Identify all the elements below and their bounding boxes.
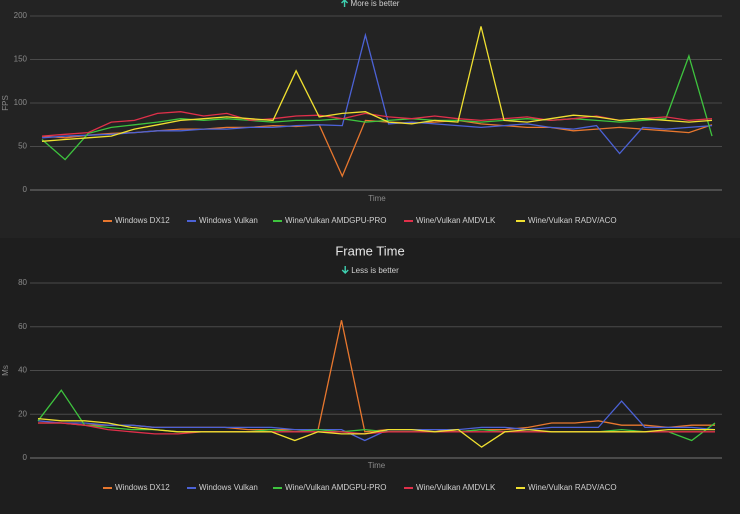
series-line: [41, 32, 713, 155]
legend-label: Windows Vulkan: [199, 483, 258, 492]
series-line: [41, 111, 713, 137]
legend-label: Windows DX12: [115, 216, 170, 225]
panel: [0, 238, 740, 514]
y-tick-label: 40: [18, 366, 27, 375]
series-line: [37, 400, 716, 442]
series-line: [41, 26, 713, 142]
y-tick-label: 80: [18, 278, 27, 287]
chart-subtitle: More is better: [351, 0, 400, 8]
y-tick-label: 150: [14, 55, 28, 64]
chart-title: Frame Time: [335, 243, 404, 258]
legend-label: Wine/Vulkan RADV/ACO: [528, 216, 617, 225]
series-line: [37, 417, 715, 448]
y-tick-label: 100: [14, 98, 28, 107]
legend-label: Wine/Vulkan AMDGPU-PRO: [285, 483, 387, 492]
y-tick-label: 0: [23, 453, 28, 462]
y-tick-label: 200: [14, 11, 28, 20]
x-axis-label: Time: [368, 194, 386, 203]
y-tick-label: 60: [18, 322, 27, 331]
y-tick-label: 0: [23, 185, 28, 194]
series-line: [41, 53, 713, 161]
x-axis-label: Time: [368, 461, 386, 470]
legend-label: Wine/Vulkan AMDGPU-PRO: [285, 216, 387, 225]
arrow-icon: [341, 266, 349, 274]
y-tick-label: 50: [18, 142, 27, 151]
legend-label: Wine/Vulkan AMDVLK: [416, 483, 496, 492]
legend-label: Wine/Vulkan AMDVLK: [416, 216, 496, 225]
legend-label: Windows Vulkan: [199, 216, 258, 225]
chart-subtitle: Less is better: [351, 266, 399, 275]
y-axis-label: FPS: [1, 95, 10, 111]
legend-label: Wine/Vulkan RADV/ACO: [528, 483, 617, 492]
y-tick-label: 20: [18, 409, 27, 418]
panel: [0, 0, 740, 238]
y-axis-label: Ms: [1, 365, 10, 376]
legend-label: Windows DX12: [115, 483, 170, 492]
arrow-icon: [341, 0, 349, 7]
